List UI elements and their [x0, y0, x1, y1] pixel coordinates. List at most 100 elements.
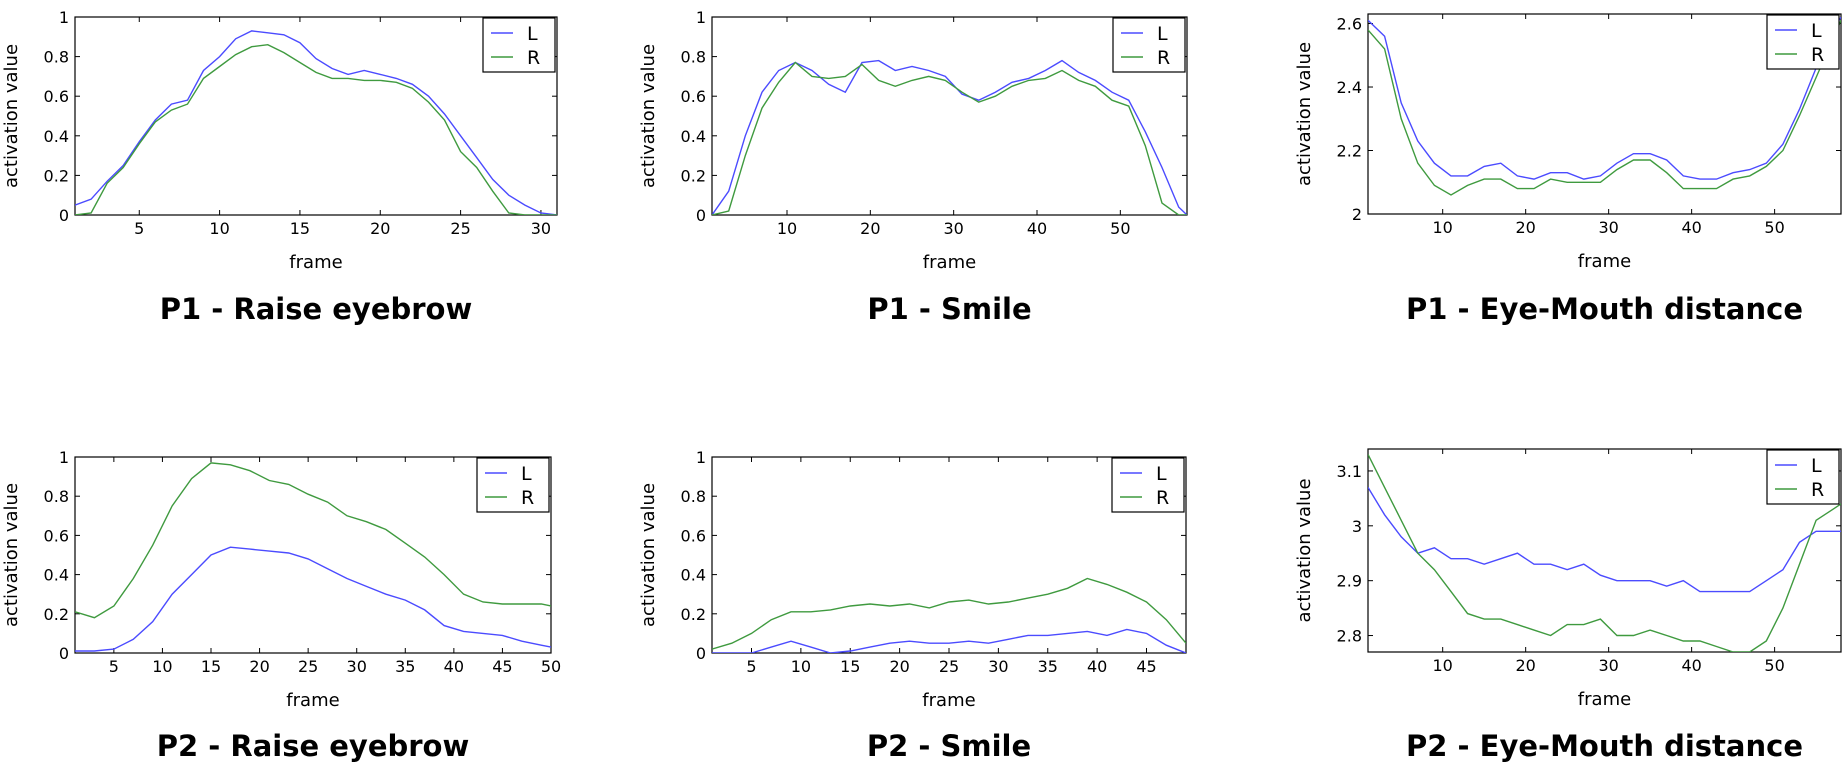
x-tick-label: 15	[290, 219, 310, 238]
y-axis-label: activation value	[1, 483, 22, 627]
x-tick-label: 50	[541, 657, 561, 676]
x-tick-label: 30	[531, 219, 551, 238]
y-axis-label: activation value	[1, 44, 22, 188]
x-tick-label: 30	[943, 219, 963, 238]
y-tick-label: 0.4	[44, 566, 69, 585]
y-tick-label: 1	[696, 448, 706, 467]
y-tick-label: 2.8	[1337, 627, 1362, 646]
x-tick-label: 5	[134, 219, 144, 238]
legend-label-l: L	[521, 463, 532, 485]
x-tick-label: 20	[860, 219, 880, 238]
panel-p1-smile: 10 20 30 40 50 0 0.2 0.4 0.6 0.8 1 frame activation …	[638, 0, 1200, 326]
y-tick-label: 1	[59, 448, 69, 467]
series-line-r	[75, 43, 557, 215]
chart-svg: 5 10 15 20 25 30 35 40 45 0 0.2 0.4 0.6 0.8 1 frame acti…	[638, 448, 1187, 711]
x-axis-label: frame	[289, 252, 342, 273]
x-tick-label: 50	[1110, 219, 1130, 238]
x-tick-label: 35	[1038, 657, 1058, 676]
legend-label-l: L	[1156, 463, 1167, 485]
x-tick-label: 45	[1136, 657, 1156, 676]
legend-box	[1766, 14, 1840, 70]
x-tick-label: 10	[209, 219, 229, 238]
series-line-l	[1368, 487, 1841, 593]
y-tick-label: 0.2	[44, 166, 69, 185]
y-axis-label: activation value	[1294, 42, 1315, 186]
x-tick-label: 20	[1515, 656, 1535, 675]
chart-caption: P2 - Eye-Mouth distance	[1405, 729, 1803, 763]
y-tick-label: 1	[59, 8, 69, 27]
y-tick-label: 0.4	[44, 127, 69, 146]
legend-label-r: R	[1156, 487, 1169, 509]
panel-p2-raise-eyebrow: 5 10 15 20 25 30 35 40 45 50 0 0.2 0.4 0.6 0.8 1 frame ac…	[0, 440, 561, 768]
chart-caption: P2 - Raise eyebrow	[156, 729, 470, 763]
x-tick-label: 10	[791, 657, 811, 676]
series-line-r	[75, 462, 551, 619]
y-tick-label: 0.2	[681, 166, 706, 185]
series-line-l	[75, 546, 551, 652]
y-tick-label: 0.2	[681, 605, 706, 624]
x-axis-label: frame	[1578, 689, 1631, 710]
series-line-l	[1368, 16, 1841, 180]
y-tick-label: 0.8	[681, 487, 706, 506]
x-tick-label: 45	[492, 657, 512, 676]
series-line-l	[75, 30, 557, 215]
x-tick-label: 25	[450, 219, 470, 238]
x-tick-label: 15	[201, 657, 221, 676]
legend-box	[482, 17, 556, 73]
series-line-r	[712, 577, 1186, 650]
y-tick-label: 0.4	[681, 127, 706, 146]
y-axis-label: activation value	[1294, 478, 1315, 622]
x-tick-label: 40	[1027, 219, 1047, 238]
x-tick-label: 5	[109, 657, 119, 676]
y-tick-label: 0.8	[44, 48, 69, 67]
legend-box	[1112, 17, 1186, 73]
y-tick-label: 2.2	[1337, 142, 1362, 161]
x-tick-label: 30	[988, 657, 1008, 676]
y-tick-label: 2.4	[1337, 78, 1362, 97]
legend-label-r: R	[1157, 47, 1170, 69]
x-tick-label: 50	[1764, 656, 1784, 675]
y-tick-label: 0.2	[44, 605, 69, 624]
plot-frame	[711, 16, 1188, 216]
legend-label-r: R	[521, 487, 534, 509]
y-tick-label: 2	[1352, 205, 1362, 224]
chart-caption: P2 - Smile	[866, 729, 1032, 763]
x-tick-label: 15	[840, 657, 860, 676]
y-axis-label: activation value	[638, 483, 659, 627]
x-axis-label: frame	[1578, 251, 1631, 272]
y-tick-label: 0.4	[681, 566, 706, 585]
series-line-l	[712, 59, 1187, 215]
y-tick-label: 2.6	[1337, 15, 1362, 34]
plot-frame	[711, 456, 1187, 654]
y-tick-label: 0.8	[44, 487, 69, 506]
legend-label-r: R	[1811, 479, 1824, 501]
x-tick-label: 30	[1598, 656, 1618, 675]
chart-svg: 10 20 30 40 50 2 2.2 2.4 2.6 frame activation valu…	[1294, 13, 1842, 272]
x-tick-label: 40	[444, 657, 464, 676]
series-line-r	[712, 61, 1187, 215]
chart-caption: P1 - Eye-Mouth distance	[1405, 292, 1803, 326]
series-line-r	[1368, 20, 1841, 196]
x-axis-label: frame	[923, 252, 976, 273]
legend-label-r: R	[527, 47, 540, 69]
legend-box	[476, 457, 550, 513]
legend-label-l: L	[1811, 20, 1822, 42]
y-tick-label: 2.9	[1337, 572, 1362, 591]
y-tick-label: 0.8	[681, 48, 706, 67]
x-tick-label: 25	[298, 657, 318, 676]
y-tick-label: 0.6	[44, 87, 69, 106]
x-axis-label: frame	[922, 690, 975, 711]
x-tick-label: 10	[1433, 218, 1453, 237]
y-tick-label: 0.6	[681, 87, 706, 106]
legend-box	[1111, 457, 1185, 513]
legend-box	[1766, 449, 1840, 505]
panel-p2-eye-mouth-distance: 10 20 30 40 50 2.8 2.9 3 3.1 frame activation valu…	[1283, 440, 1843, 768]
x-tick-label: 30	[347, 657, 367, 676]
legend-label-r: R	[1811, 44, 1824, 66]
x-tick-label: 10	[1433, 656, 1453, 675]
x-tick-label: 10	[152, 657, 172, 676]
chart-caption: P1 - Raise eyebrow	[159, 292, 473, 326]
y-axis-label: activation value	[638, 44, 659, 188]
y-tick-label: 0	[59, 206, 69, 225]
